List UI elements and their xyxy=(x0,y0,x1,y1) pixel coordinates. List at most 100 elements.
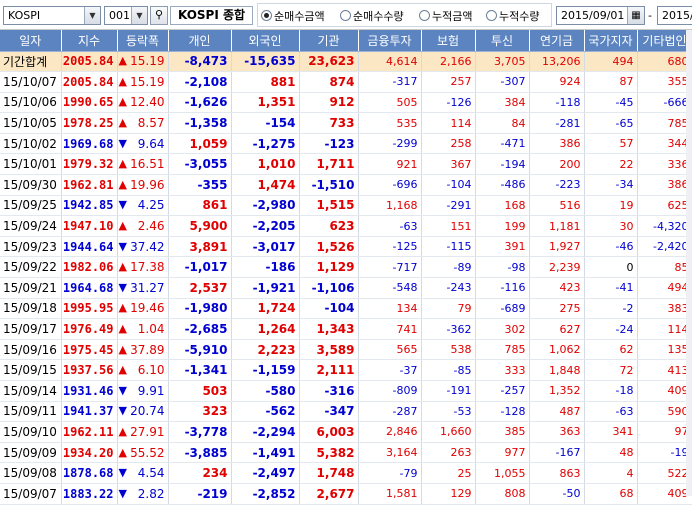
value-cell-ind: -355 xyxy=(168,174,232,196)
table-row[interactable]: 15/10/07 2005.84 ▲ 15.19 -2,108 881 874 -317 257… xyxy=(0,71,692,93)
table-row[interactable]: 15/10/06 1990.65 ▲ 12.40 -1,626 1,351 912 505 -1… xyxy=(0,92,692,114)
value-cell-frn: 1,474 xyxy=(231,174,300,196)
value-cell-ind: -1,017 xyxy=(168,256,232,279)
value-cell-ins: -243 xyxy=(421,277,476,299)
column-header[interactable]: 일자 xyxy=(0,30,62,52)
column-header[interactable]: 지수 xyxy=(61,30,118,52)
index-cell: 1944.64 xyxy=(61,236,118,258)
summary-row[interactable]: 기간합계 2005.84 ▲ 15.19 -8,473 -15,635 23,623 4,61… xyxy=(0,51,692,73)
value-cell-pen: 363 xyxy=(529,421,585,443)
column-header[interactable]: 연기금 xyxy=(529,30,585,52)
value-cell-ind: 2,537 xyxy=(168,277,232,299)
value-cell-ins: 258 xyxy=(421,133,476,155)
date-cell: 15/09/09 xyxy=(0,442,62,464)
column-header[interactable]: 투신 xyxy=(475,30,530,52)
table-row[interactable]: 15/09/18 1995.95 ▲ 19.46 -1,980 1,724 -104 134 7… xyxy=(0,298,692,320)
table-row[interactable]: 15/10/05 1978.25 ▲ 8.57 -1,358 -154 733 535 114 8… xyxy=(0,112,692,134)
value-cell-fin: -287 xyxy=(358,401,422,423)
value-cell-fin: -548 xyxy=(358,277,422,299)
chevron-down-icon[interactable]: ▼ xyxy=(84,7,100,24)
change-value: 2.46 xyxy=(137,219,165,234)
index-cell: 1883.22 xyxy=(61,483,118,505)
value-cell-trust: 168 xyxy=(475,195,530,217)
table-row[interactable]: 15/09/23 1944.64 ▼ 37.42 3,891 -3,017 1,526 -12… xyxy=(0,236,692,258)
table-row[interactable]: 15/09/10 1962.11 ▲ 27.91 -3,778 -2,294 6,003 2,… xyxy=(0,421,692,443)
date-cell: 15/09/16 xyxy=(0,339,62,361)
column-header[interactable]: 외국인 xyxy=(231,30,300,52)
radio-dot-icon xyxy=(261,10,272,21)
value-cell-etc: -19 xyxy=(637,442,692,464)
table-row[interactable]: 15/09/17 1976.49 ▲ 1.04 -2,685 1,264 1,343 741-… xyxy=(0,318,692,340)
column-header[interactable]: 국가지자 xyxy=(584,30,638,52)
table-row[interactable]: 15/09/24 1947.10 ▲ 2.46 5,900 -2,205 623 -63 151… xyxy=(0,215,692,237)
value-cell-fin: -299 xyxy=(358,133,422,155)
column-header[interactable]: 기타법인 xyxy=(637,30,692,52)
table-row[interactable]: 15/09/11 1941.37 ▼ 20.74 323 -562 -347 -287 -53-… xyxy=(0,401,692,423)
value-cell-etc: 590 xyxy=(637,401,692,423)
table-row[interactable]: 15/09/22 1982.06 ▲ 17.38 -1,017 -186 1,129 -717… xyxy=(0,256,692,279)
column-header[interactable]: 기관 xyxy=(299,30,359,52)
change-value: 20.74 xyxy=(130,404,165,419)
table-row[interactable]: 15/09/15 1937.56 ▲ 6.10 -1,341 -1,159 2,111 -37… xyxy=(0,359,692,381)
value-cell-trust: -471 xyxy=(475,133,530,155)
column-header[interactable]: 개인 xyxy=(168,30,232,52)
market-select[interactable]: KOSPI ▼ xyxy=(3,6,101,25)
table-row[interactable]: 15/09/07 1883.22 ▼ 2.82 -219 -2,852 2,677 1,581… xyxy=(0,483,692,505)
radio-net-quantity[interactable]: 순매수수량 xyxy=(340,8,404,24)
table-row[interactable]: 15/09/25 1942.85 ▼ 4.25 861 -2,980 1,515 1,168-… xyxy=(0,195,692,217)
change-value: 9.91 xyxy=(137,383,165,398)
radio-cumulative-amount[interactable]: 누적금액 xyxy=(419,8,472,24)
down-triangle-icon: ▼ xyxy=(118,383,127,397)
vertical-scrollbar[interactable] xyxy=(686,30,692,496)
radio-label: 순매수금액 xyxy=(274,10,325,23)
value-cell-trust: 84 xyxy=(475,112,530,134)
index-cell: 1937.56 xyxy=(61,359,118,381)
change-cell: ▲ 37.89 xyxy=(117,339,169,361)
value-cell-etc: 344 xyxy=(637,133,692,155)
index-cell: 1975.45 xyxy=(61,339,118,361)
value-cell-pen: 487 xyxy=(529,401,585,423)
column-header[interactable]: 금융투자 xyxy=(358,30,422,52)
value-cell-inst: 5,382 xyxy=(299,442,359,464)
index-cell: 2005.84 xyxy=(61,51,118,73)
code-input-value: 001 xyxy=(109,9,130,22)
table-row[interactable]: 15/09/16 1975.45 ▲ 37.89 -5,910 2,223 3,589 565… xyxy=(0,339,692,361)
value-cell-frn: -154 xyxy=(231,112,300,134)
value-cell-gov: -34 xyxy=(584,174,638,196)
value-cell-fin: -809 xyxy=(358,380,422,402)
up-triangle-icon: ▲ xyxy=(118,95,127,109)
date-cell: 15/09/22 xyxy=(0,256,62,279)
table-row[interactable]: 15/09/09 1934.20 ▲ 55.52 -3,885 -1,491 5,382 3,… xyxy=(0,442,692,464)
radio-cumulative-quantity[interactable]: 누적수량 xyxy=(486,8,539,24)
table-row[interactable]: 15/10/02 1969.68 ▼ 9.64 1,059 -1,275 -123 -299 2… xyxy=(0,133,692,155)
chevron-down-icon[interactable]: ▼ xyxy=(131,7,147,24)
table-row[interactable]: 15/09/14 1931.46 ▼ 9.91 503 -580 -316 -809 -191-… xyxy=(0,380,692,402)
change-value: 6.10 xyxy=(137,363,165,378)
value-cell-pen: -50 xyxy=(529,483,585,505)
code-input[interactable]: 001 ▼ xyxy=(104,6,148,25)
value-cell-ins: 263 xyxy=(421,442,476,464)
change-cell: ▲ 6.10 xyxy=(117,359,169,381)
calendar-icon[interactable]: ▦ xyxy=(627,7,644,24)
value-cell-etc: 494 xyxy=(637,277,692,299)
table-row[interactable]: 15/09/30 1962.81 ▲ 19.96 -355 1,474 -1,510 -696… xyxy=(0,174,692,196)
value-cell-gov: -45 xyxy=(584,92,638,114)
date-cell: 15/10/01 xyxy=(0,153,62,176)
column-header[interactable]: 보험 xyxy=(421,30,476,52)
change-value: 9.64 xyxy=(137,136,165,151)
date-cell: 15/09/10 xyxy=(0,421,62,443)
value-cell-ind: -219 xyxy=(168,483,232,505)
search-button[interactable]: ⚲ xyxy=(150,6,168,25)
column-header[interactable]: 등락폭 xyxy=(117,30,169,52)
value-cell-ins: -85 xyxy=(421,359,476,381)
value-cell-pen: 386 xyxy=(529,133,585,155)
change-cell: ▼ 2.82 xyxy=(117,483,169,505)
date-to-input[interactable]: 2015/ xyxy=(657,6,692,25)
table-row[interactable]: 15/09/08 1878.68 ▼ 4.54 234 -2,497 1,748 -79 25 1… xyxy=(0,462,692,484)
date-from-input[interactable]: 2015/09/01 ▦ xyxy=(556,6,645,25)
value-cell-inst: 1,515 xyxy=(299,195,359,217)
table-row[interactable]: 15/09/21 1964.68 ▼ 31.27 2,537 -1,921 -1,106 -5… xyxy=(0,277,692,299)
table-row[interactable]: 15/10/01 1979.32 ▲ 16.51 -3,055 1,010 1,711 921… xyxy=(0,153,692,176)
index-cell: 1878.68 xyxy=(61,462,118,484)
radio-net-amount[interactable]: 순매수금액 xyxy=(261,8,325,24)
